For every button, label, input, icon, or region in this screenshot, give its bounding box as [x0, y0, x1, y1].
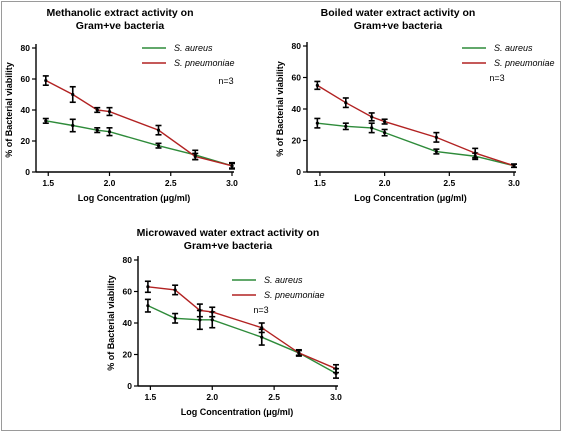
chart-title-line: Methanolic extract activity on: [46, 7, 193, 19]
data-point: [107, 109, 112, 114]
data-point: [198, 318, 202, 322]
y-tick-label: 0: [296, 167, 301, 177]
y-tick-label: 0: [25, 167, 30, 177]
data-point: [95, 108, 99, 112]
data-point: [173, 316, 177, 320]
x-tick-label: 3.0: [330, 392, 342, 402]
data-point: [71, 123, 75, 128]
data-point: [230, 164, 234, 168]
x-tick-label: 3.0: [508, 178, 520, 188]
x-tick-label: 2.0: [206, 392, 218, 402]
series-s_aureus: [144, 298, 339, 379]
data-point: [370, 115, 374, 119]
sample-size-note: n=3: [218, 76, 233, 86]
data-point: [297, 351, 301, 355]
data-point: [146, 304, 150, 308]
series-line: [147, 305, 337, 375]
data-point: [383, 131, 387, 135]
series-s_pneumoniae: [42, 75, 235, 169]
data-point: [260, 335, 264, 339]
chart-title-line: Gram+ve bacteria: [184, 240, 273, 252]
y-tick-label: 20: [21, 136, 31, 146]
y-tick-label: 40: [292, 104, 302, 114]
y-tick-label: 20: [123, 350, 133, 360]
data-point: [71, 92, 75, 97]
legend-label: S. aureus: [174, 43, 213, 53]
x-tick-label: 2.0: [379, 178, 391, 188]
legend-label: S. pneumoniae: [174, 58, 235, 68]
data-point: [315, 83, 319, 87]
legend-label: S. pneumoniae: [494, 58, 555, 68]
data-point: [344, 101, 348, 105]
data-point: [44, 119, 48, 123]
data-point: [156, 128, 161, 132]
x-tick-label: 2.5: [268, 392, 280, 402]
x-axis-label: Log Concentration (μg/ml): [354, 193, 467, 203]
data-point: [156, 144, 161, 148]
boiled-chart: Boiled water extract activity onGram+ve …: [275, 7, 555, 203]
x-tick-label: 2.5: [443, 178, 455, 188]
data-point: [95, 128, 99, 132]
y-tick-label: 40: [21, 105, 31, 115]
series-s_aureus: [42, 117, 235, 170]
data-point: [383, 120, 387, 124]
figure-frame: Methanolic extract activity on Gram+ve ba…: [1, 1, 561, 431]
data-point: [193, 154, 197, 159]
microwaved-chart: Microwaved water extract activity onGram…: [106, 227, 342, 417]
y-tick-label: 60: [123, 287, 133, 297]
data-point: [210, 318, 214, 322]
legend-label: S. aureus: [264, 275, 303, 285]
data-point: [512, 164, 516, 168]
x-tick-label: 2.5: [165, 178, 177, 188]
y-axis-label: % of Bacterial viability: [106, 275, 116, 371]
x-axis-label: Log Concentration (μg/ml): [78, 193, 191, 203]
y-axis-label: % of Bacterial viability: [4, 62, 14, 158]
series-s_aureus: [314, 117, 517, 169]
data-point: [44, 78, 48, 83]
series-s_pneumoniae: [144, 280, 339, 374]
data-point: [198, 308, 202, 312]
sample-size-note: n=3: [489, 73, 504, 83]
y-tick-label: 60: [21, 74, 31, 84]
data-point: [210, 310, 214, 314]
y-tick-label: 80: [123, 255, 133, 265]
data-point: [146, 285, 150, 289]
chart-title-line: Boiled water extract activity on: [321, 7, 476, 19]
data-point: [344, 124, 348, 128]
x-tick-label: 1.5: [42, 178, 54, 188]
data-point: [315, 121, 319, 125]
legend-label: S. pneumoniae: [264, 290, 325, 300]
data-point: [473, 151, 477, 155]
x-tick-label: 2.0: [104, 178, 116, 188]
y-axis-label: % of Bacterial viability: [275, 61, 285, 157]
chart-title-line: Gram+ve bacteria: [76, 20, 165, 32]
data-point: [107, 130, 112, 134]
y-tick-label: 40: [123, 318, 133, 328]
data-point: [334, 367, 338, 371]
sample-size-note: n=3: [253, 305, 268, 315]
data-point: [370, 126, 374, 130]
y-tick-label: 80: [21, 43, 31, 53]
x-tick-label: 1.5: [144, 392, 156, 402]
data-point: [434, 135, 438, 139]
series-s_pneumoniae: [314, 80, 517, 169]
data-point: [173, 288, 177, 292]
x-axis-label: Log Concentration (μg/ml): [181, 407, 294, 417]
data-point: [434, 149, 438, 154]
y-tick-label: 80: [292, 41, 302, 51]
chart-title-line: Gram+ve bacteria: [354, 20, 443, 32]
chart-title-line: Microwaved water extract activity on: [137, 227, 320, 239]
x-tick-label: 1.5: [314, 178, 326, 188]
y-tick-label: 0: [127, 381, 132, 391]
y-tick-label: 20: [292, 136, 302, 146]
data-point: [260, 326, 264, 330]
x-tick-label: 3.0: [226, 178, 238, 188]
legend-label: S. aureus: [494, 43, 533, 53]
y-tick-label: 60: [292, 73, 302, 83]
